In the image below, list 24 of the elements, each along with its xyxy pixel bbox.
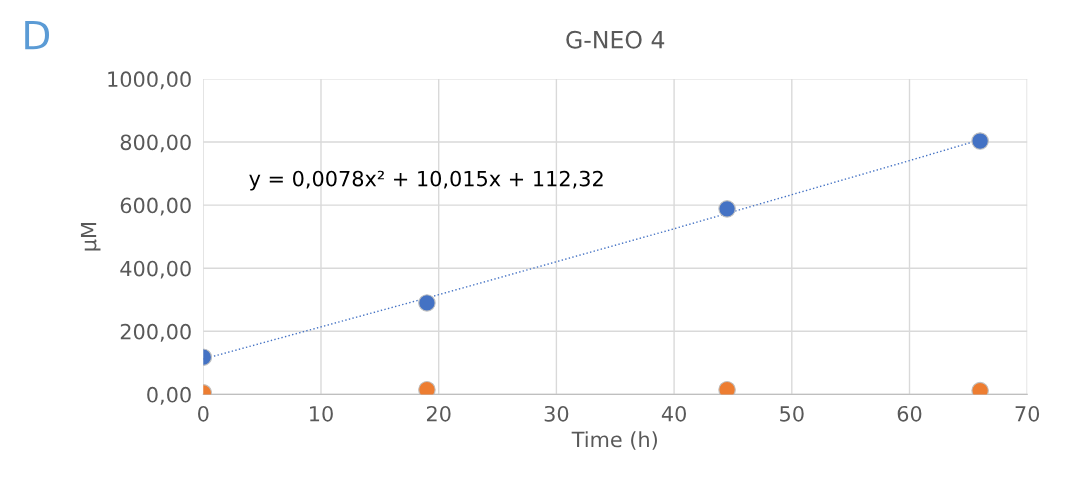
x-tick-label: 50 [780, 405, 804, 422]
x-tick-label: 0 [198, 405, 209, 422]
x-tick-label: 10 [310, 405, 333, 422]
y-tick-label: 800,00 [120, 134, 191, 153]
point [718, 380, 736, 395]
y-tick-label: 600,00 [120, 197, 191, 216]
annotation: y = 0,0078x² + 10,015x + 112,32 [249, 170, 603, 191]
text: D [25, 20, 50, 50]
x-tick-label: 30 [544, 405, 569, 422]
y-tick-label: 400,00 [120, 260, 191, 279]
x-tick-label: 40 [661, 405, 686, 422]
y-axis-title: µM [80, 223, 101, 251]
x-axis-title: Time (h) [571, 431, 657, 450]
chart-title: G-NEO 4 [566, 30, 665, 49]
point [718, 200, 736, 218]
y-tick-label: 0,00 [147, 386, 191, 405]
y-tick-label: 200,00 [120, 323, 191, 342]
x-tick-label: 60 [897, 405, 922, 422]
y-tick-label: 1000,00 [108, 71, 191, 90]
point [418, 380, 436, 395]
point [971, 132, 989, 150]
x-tick-label: 70 [1015, 405, 1040, 422]
point [418, 294, 436, 312]
x-tick-label: 20 [426, 405, 451, 422]
